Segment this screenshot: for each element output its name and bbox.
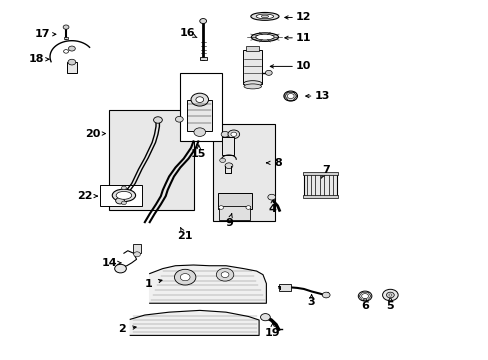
- Text: 2: 2: [118, 324, 125, 334]
- Circle shape: [388, 294, 391, 296]
- Text: 14: 14: [102, 258, 117, 268]
- Circle shape: [68, 46, 75, 51]
- Ellipse shape: [251, 33, 278, 41]
- Bar: [187, 100, 212, 131]
- Polygon shape: [130, 310, 259, 336]
- Circle shape: [116, 198, 124, 204]
- Text: 13: 13: [314, 91, 329, 101]
- Circle shape: [133, 252, 140, 257]
- Circle shape: [287, 94, 293, 99]
- Circle shape: [224, 163, 232, 168]
- Circle shape: [63, 25, 69, 29]
- Bar: [100, 185, 142, 206]
- Text: 3: 3: [307, 297, 315, 307]
- Text: 5: 5: [386, 301, 393, 311]
- Ellipse shape: [243, 81, 262, 86]
- Bar: [109, 110, 194, 210]
- Circle shape: [361, 294, 368, 298]
- Text: 20: 20: [85, 129, 100, 139]
- Text: 9: 9: [224, 218, 232, 228]
- Text: 21: 21: [177, 231, 193, 242]
- Ellipse shape: [116, 192, 131, 199]
- Circle shape: [174, 269, 196, 285]
- Ellipse shape: [261, 15, 268, 18]
- Circle shape: [218, 206, 223, 209]
- Circle shape: [121, 201, 126, 204]
- Circle shape: [358, 291, 371, 301]
- Circle shape: [227, 130, 239, 139]
- Bar: [217, 193, 251, 208]
- Bar: [302, 195, 337, 198]
- Circle shape: [386, 292, 393, 298]
- Bar: [63, 37, 68, 39]
- Circle shape: [196, 97, 203, 103]
- Text: 12: 12: [295, 13, 311, 22]
- Circle shape: [230, 132, 236, 136]
- Circle shape: [284, 91, 297, 101]
- Bar: [180, 73, 221, 141]
- Circle shape: [180, 274, 190, 281]
- Circle shape: [115, 264, 126, 273]
- Circle shape: [191, 93, 208, 106]
- Circle shape: [200, 18, 206, 23]
- Text: 15: 15: [191, 149, 206, 159]
- Bar: [302, 172, 337, 175]
- Text: 19: 19: [264, 328, 280, 338]
- Circle shape: [265, 70, 272, 75]
- Circle shape: [245, 206, 250, 209]
- Bar: [132, 244, 141, 253]
- Bar: [221, 137, 233, 155]
- Circle shape: [260, 314, 270, 321]
- Text: 18: 18: [29, 54, 44, 64]
- Circle shape: [63, 50, 68, 53]
- Circle shape: [219, 158, 225, 162]
- Circle shape: [221, 272, 228, 278]
- Circle shape: [221, 131, 228, 137]
- Bar: [303, 174, 336, 196]
- Bar: [246, 46, 259, 51]
- Circle shape: [322, 292, 329, 298]
- Ellipse shape: [244, 84, 261, 89]
- Circle shape: [68, 59, 76, 65]
- Circle shape: [382, 289, 397, 301]
- Text: 4: 4: [268, 204, 276, 214]
- Text: 10: 10: [296, 62, 311, 71]
- Text: 11: 11: [295, 33, 311, 43]
- Text: 7: 7: [322, 165, 329, 175]
- Circle shape: [267, 194, 275, 200]
- Ellipse shape: [255, 34, 274, 40]
- Text: 6: 6: [361, 301, 368, 311]
- Circle shape: [194, 128, 205, 136]
- Ellipse shape: [256, 14, 273, 19]
- Circle shape: [121, 186, 126, 190]
- Bar: [219, 206, 250, 220]
- Text: 1: 1: [144, 279, 152, 289]
- Circle shape: [175, 116, 183, 122]
- Circle shape: [216, 268, 233, 281]
- Text: 22: 22: [77, 191, 93, 201]
- Text: 8: 8: [274, 158, 282, 168]
- Bar: [212, 124, 275, 221]
- Circle shape: [153, 117, 162, 123]
- Ellipse shape: [112, 189, 135, 202]
- Bar: [200, 57, 206, 60]
- Bar: [278, 284, 290, 291]
- Bar: [243, 50, 262, 84]
- Bar: [67, 62, 77, 73]
- Polygon shape: [149, 265, 266, 303]
- Ellipse shape: [250, 13, 279, 20]
- Text: 16: 16: [179, 28, 195, 38]
- Text: 17: 17: [35, 29, 50, 39]
